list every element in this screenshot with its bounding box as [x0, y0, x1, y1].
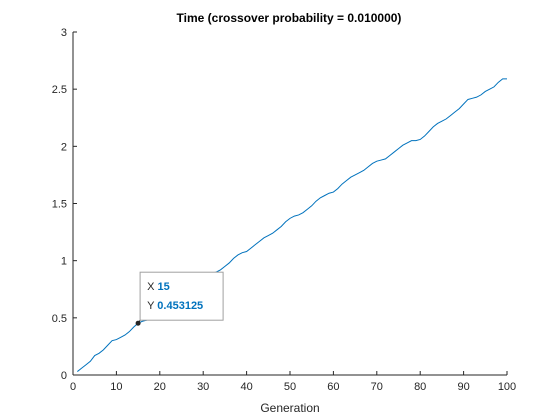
x-tick-label: 20	[154, 381, 166, 393]
datatip-y-value: 0.453125	[157, 300, 203, 312]
x-axis-label: Generation	[260, 401, 319, 415]
x-tick-label: 90	[457, 381, 469, 393]
x-tick-label: 40	[240, 381, 252, 393]
chart-title: Time (crossover probability = 0.010000)	[177, 11, 402, 25]
x-tick-label: 10	[110, 381, 122, 393]
y-tick-label: 2	[61, 141, 67, 153]
datatip-y-label: Y	[147, 300, 155, 312]
x-tick-label: 100	[498, 381, 516, 393]
y-tick-label: 1.5	[52, 199, 67, 211]
x-tick-label: 50	[284, 381, 296, 393]
y-tick-label: 1	[61, 256, 67, 268]
y-tick-label: 2.5	[52, 84, 67, 96]
datatip-x-label: X	[147, 281, 155, 293]
x-tick-label: 70	[371, 381, 383, 393]
datatip-box[interactable]	[139, 271, 224, 321]
datatip-y-row: Y 0.453125	[147, 300, 203, 312]
y-tick-label: 3	[61, 27, 67, 39]
y-tick-label: 0	[61, 370, 67, 382]
datatip[interactable]: X 15 Y 0.453125	[135, 271, 224, 326]
x-tick-label: 80	[414, 381, 426, 393]
x-axis: 0 10 20 30 40 50 60 70 80 90 100	[70, 371, 516, 393]
x-tick-label: 60	[327, 381, 339, 393]
x-tick-label: 30	[197, 381, 209, 393]
y-axis: 0 0.5 1 1.5 2 2.5 3	[52, 27, 77, 382]
datatip-x-value: 15	[158, 281, 170, 293]
datatip-x-row: X 15	[147, 281, 170, 293]
y-tick-label: 0.5	[52, 313, 67, 325]
x-tick-label: 0	[70, 381, 76, 393]
